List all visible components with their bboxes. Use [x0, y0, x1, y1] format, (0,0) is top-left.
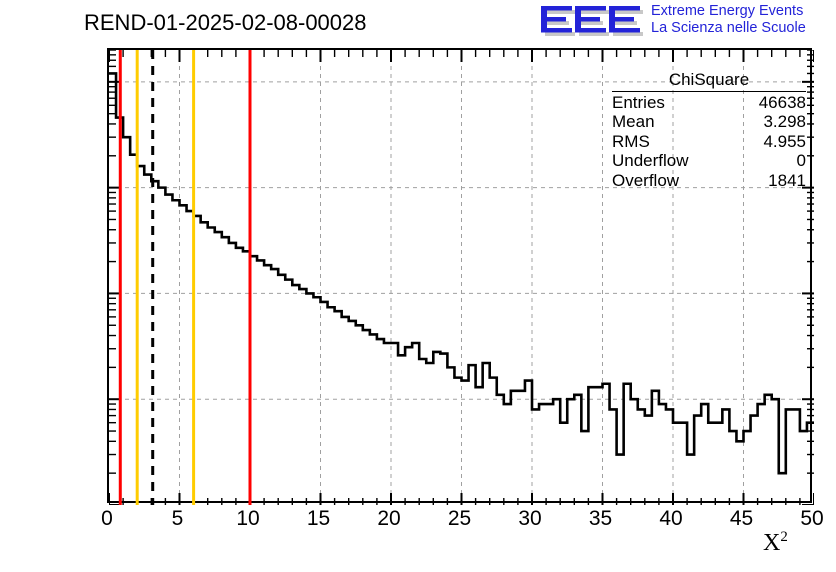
x-axis-title: X2: [763, 529, 788, 557]
stats-row: RMS 4.955: [612, 132, 806, 152]
eee-logo-mark: [541, 6, 643, 36]
stats-box: ChiSquare Entries 46638 Mean 3.298 RMS 4.955 U…: [612, 70, 806, 190]
x-tick-label: 30: [518, 507, 542, 530]
stats-title: ChiSquare: [668, 70, 750, 89]
x-tick-label: 10: [236, 507, 260, 530]
eee-logo-text: Extreme Energy Events La Scienza nelle S…: [651, 3, 806, 37]
stats-row-key: Overflow: [612, 170, 680, 190]
stats-row-value: 1841: [768, 170, 806, 190]
histogram-canvas: [109, 50, 814, 505]
stats-row: Underflow 0: [612, 151, 806, 171]
x-tick-label: 5: [171, 507, 184, 530]
stats-row-key: Entries: [612, 92, 665, 112]
stats-row: Overflow 1841: [612, 171, 806, 191]
x-tick-label: 0: [101, 507, 113, 530]
x-tick-label: 35: [588, 507, 613, 530]
x-tick-label: 40: [659, 507, 683, 530]
stats-row-value: 46638: [758, 92, 806, 112]
eee-logo-line2: La Scienza nelle Scuole: [651, 20, 806, 36]
stats-row-key: RMS: [612, 131, 650, 151]
x-tick-label: 20: [377, 507, 401, 530]
x-axis-title-exponent: 2: [780, 529, 788, 545]
x-tick-label: 50: [800, 507, 824, 530]
x-tick-label: 15: [306, 507, 331, 530]
stats-row-value: 0: [796, 151, 806, 170]
x-axis-title-base: X: [763, 530, 781, 556]
stats-rows: Entries 46638 Mean 3.298 RMS 4.955 Underflow 0 O…: [612, 93, 806, 191]
histogram-outline: [109, 72, 814, 475]
x-axis-tick-labels: 0 5 10 15 20 25 30 35 40 45 50: [0, 507, 836, 537]
eee-logo: Extreme Energy Events La Scienza nelle S…: [541, 2, 833, 42]
stats-row: Entries 46638: [612, 93, 806, 113]
page-title: REND-01-2025-02-08-00028: [84, 10, 367, 35]
stats-row-value: 4.955: [763, 131, 806, 151]
eee-logo-line1: Extreme Energy Events: [651, 3, 804, 19]
x-tick-label: 45: [729, 507, 754, 530]
x-tick-label: 25: [447, 507, 472, 530]
plot-frame: [107, 48, 814, 505]
stats-row: Mean 3.298: [612, 112, 806, 132]
stats-row-key: Underflow: [612, 151, 689, 170]
stats-row-key: Mean: [612, 112, 655, 131]
stats-row-value: 3.298: [763, 112, 806, 131]
stats-rule: [612, 90, 806, 92]
